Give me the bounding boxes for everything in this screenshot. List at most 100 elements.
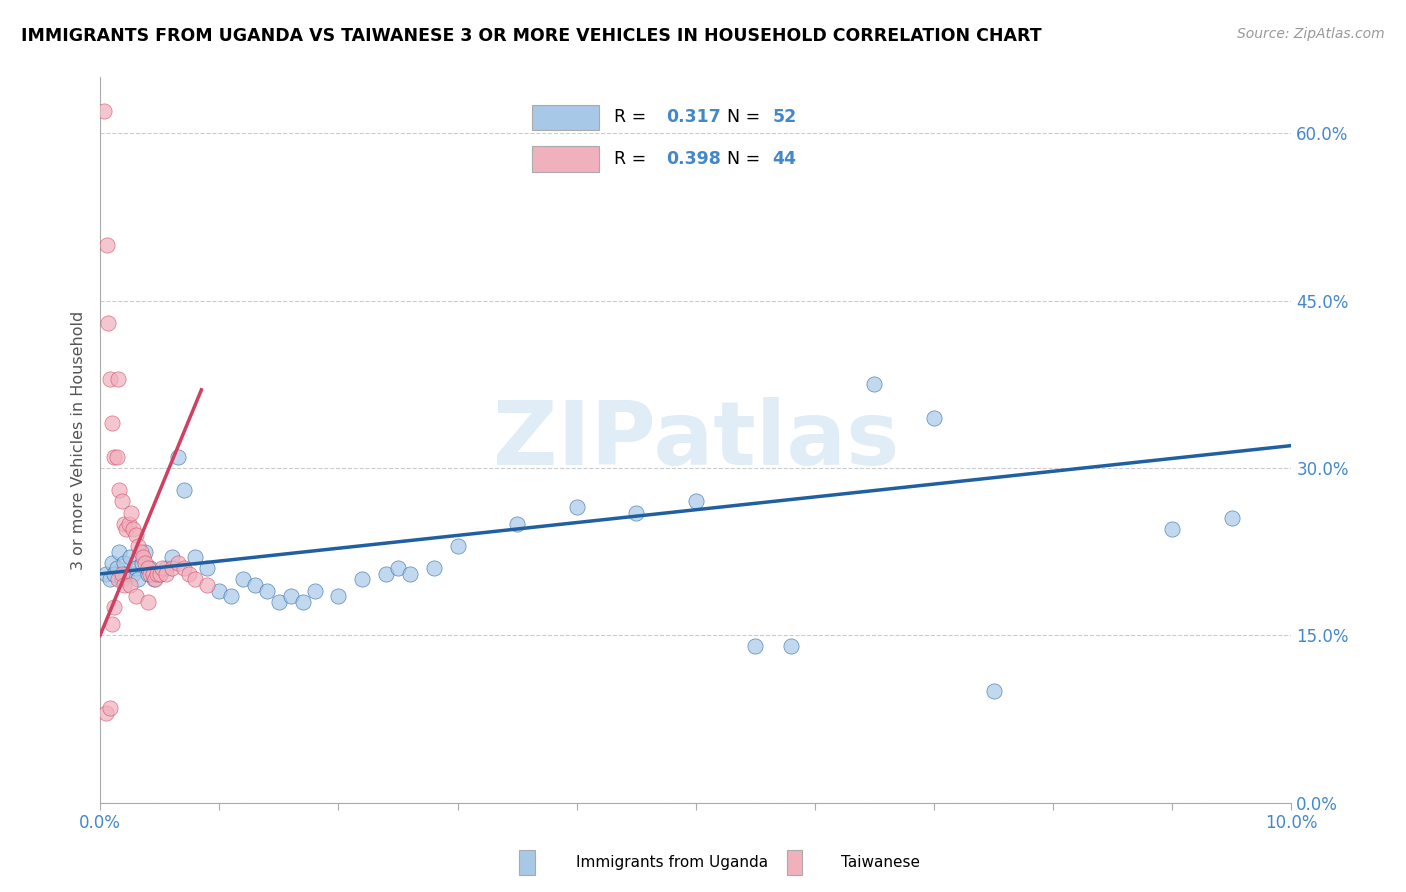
Point	[139, 566, 162, 581]
Text: Taiwanese: Taiwanese	[841, 855, 920, 870]
Point	[134, 544, 156, 558]
Point	[108, 544, 131, 558]
Point	[243, 578, 266, 592]
Point	[125, 589, 148, 603]
Point	[129, 544, 152, 558]
Point	[267, 595, 290, 609]
Text: IMMIGRANTS FROM UGANDA VS TAIWANESE 3 OR MORE VEHICLES IN HOUSEHOLD CORRELATION : IMMIGRANTS FROM UGANDA VS TAIWANESE 3 OR…	[21, 27, 1042, 45]
Point	[118, 578, 141, 592]
Point	[146, 566, 169, 581]
Point	[134, 556, 156, 570]
Point	[127, 573, 149, 587]
Point	[136, 561, 159, 575]
Point	[922, 410, 945, 425]
Point	[112, 556, 135, 570]
Point	[328, 589, 350, 603]
Point	[101, 556, 124, 570]
Point	[863, 377, 886, 392]
Point	[131, 556, 153, 570]
Point	[118, 550, 141, 565]
Point	[565, 500, 588, 514]
Point	[107, 372, 129, 386]
Point	[110, 566, 132, 581]
Point	[195, 578, 218, 592]
Point	[744, 640, 766, 654]
Point	[122, 522, 145, 536]
Text: ZIPatlas: ZIPatlas	[492, 397, 898, 483]
Point	[115, 566, 138, 581]
Point	[1161, 522, 1184, 536]
Point	[107, 573, 129, 587]
Point	[219, 589, 242, 603]
Point	[98, 700, 121, 714]
Point	[375, 566, 398, 581]
Point	[96, 237, 118, 252]
Point	[125, 561, 148, 575]
Point	[155, 566, 177, 581]
Point	[103, 600, 125, 615]
Point	[108, 483, 131, 498]
Point	[626, 506, 648, 520]
Point	[280, 589, 302, 603]
Point	[155, 561, 177, 575]
Point	[120, 506, 142, 520]
Point	[139, 561, 162, 575]
Point	[352, 573, 374, 587]
Point	[160, 561, 183, 575]
Point	[184, 573, 207, 587]
Point	[98, 372, 121, 386]
Point	[136, 566, 159, 581]
Point	[179, 566, 201, 581]
Point	[422, 561, 444, 575]
Point	[122, 566, 145, 581]
Point	[105, 561, 128, 575]
Point	[142, 573, 165, 587]
Text: Immigrants from Uganda: Immigrants from Uganda	[576, 855, 769, 870]
Point	[173, 483, 195, 498]
Point	[150, 561, 173, 575]
Point	[127, 539, 149, 553]
Point	[94, 566, 117, 581]
Point	[685, 494, 707, 508]
Point	[166, 556, 188, 570]
Point	[149, 566, 172, 581]
Point	[93, 103, 115, 118]
Point	[256, 583, 278, 598]
Point	[446, 539, 468, 553]
Point	[304, 583, 326, 598]
Point	[184, 550, 207, 565]
Point	[118, 516, 141, 531]
Point	[101, 417, 124, 431]
Point	[110, 494, 132, 508]
Point	[399, 566, 422, 581]
Point	[166, 450, 188, 464]
Point	[112, 578, 135, 592]
Point	[110, 573, 132, 587]
Point	[112, 516, 135, 531]
Point	[983, 684, 1005, 698]
Point	[97, 316, 120, 330]
Point	[506, 516, 529, 531]
Point	[387, 561, 409, 575]
Point	[291, 595, 314, 609]
Point	[125, 528, 148, 542]
Point	[232, 573, 254, 587]
Point	[98, 573, 121, 587]
Point	[103, 566, 125, 581]
Point	[195, 561, 218, 575]
Point	[173, 561, 195, 575]
Point	[1220, 511, 1243, 525]
Point	[105, 450, 128, 464]
Point	[780, 640, 803, 654]
Point	[143, 573, 166, 587]
Point	[141, 566, 163, 581]
Point	[160, 550, 183, 565]
Text: Source: ZipAtlas.com: Source: ZipAtlas.com	[1237, 27, 1385, 41]
Point	[149, 566, 172, 581]
Point	[115, 522, 138, 536]
Point	[101, 617, 124, 632]
Point	[94, 706, 117, 721]
Y-axis label: 3 or more Vehicles in Household: 3 or more Vehicles in Household	[72, 310, 86, 570]
Point	[208, 583, 231, 598]
Point	[132, 550, 155, 565]
